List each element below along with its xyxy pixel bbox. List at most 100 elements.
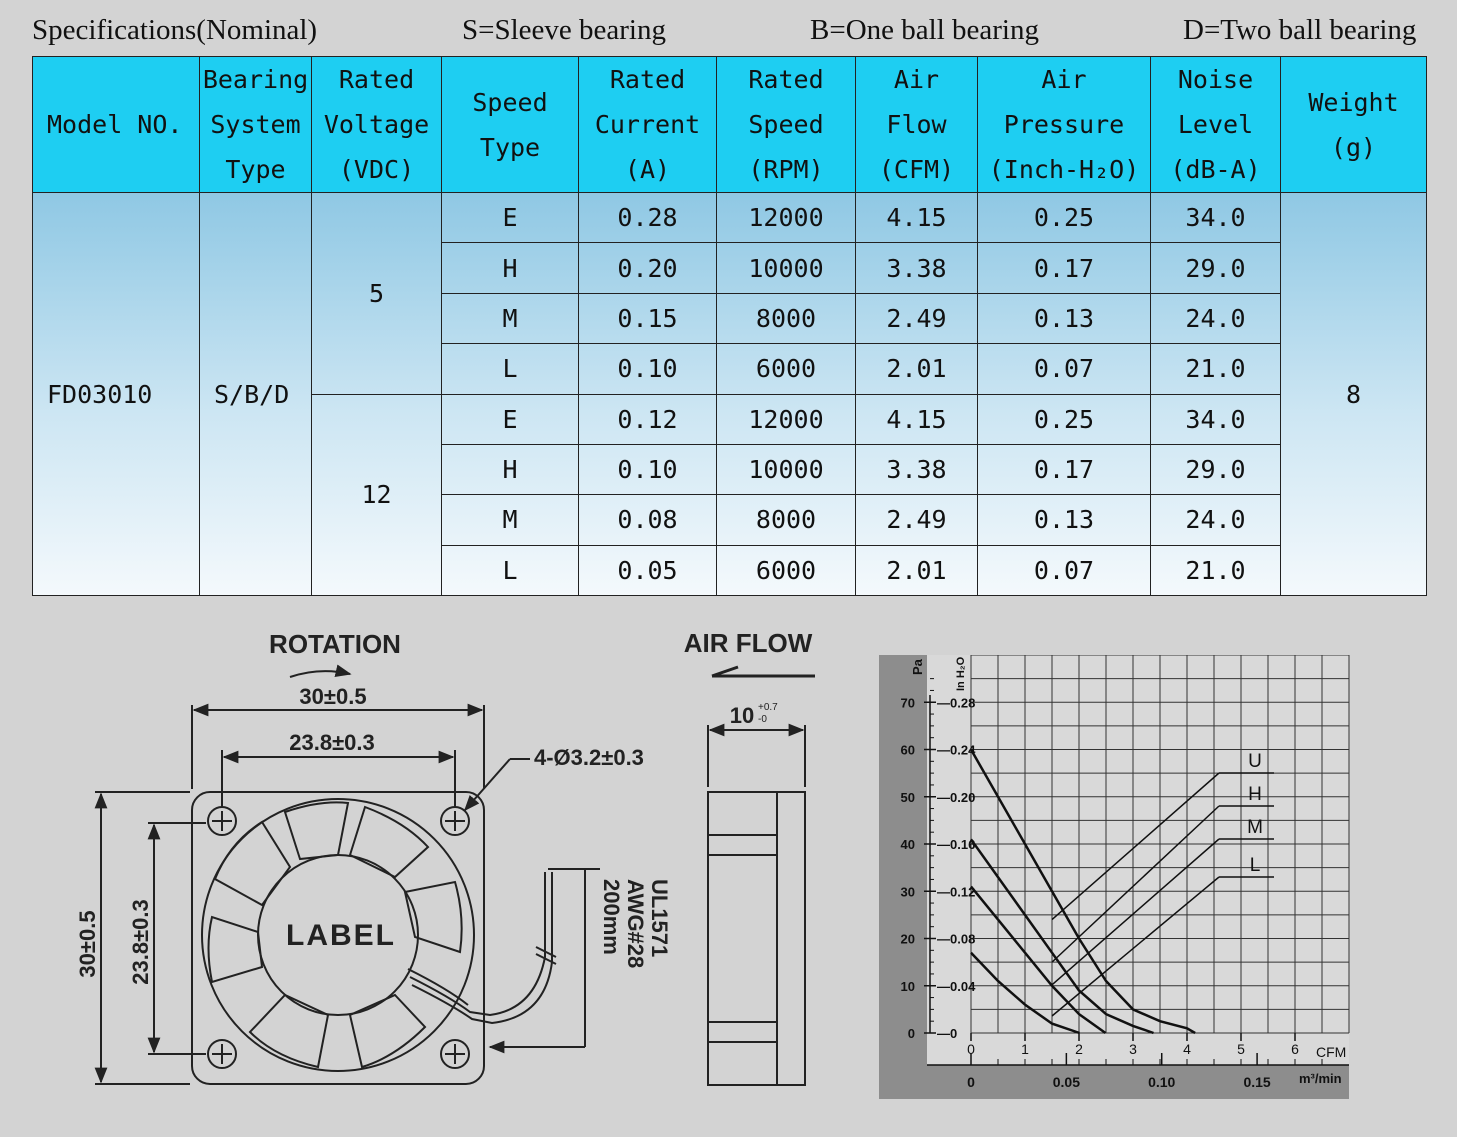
current-cell: 0.20: [578, 242, 717, 294]
col-header-line: Weight: [1308, 87, 1399, 117]
pressure-cell: 0.25: [977, 393, 1151, 445]
sleeve-legend: S=Sleeve bearing: [462, 14, 666, 46]
col-header-line: Air: [893, 65, 940, 94]
pressure-cell: 0.13: [977, 494, 1151, 546]
speed-type-cell: L: [441, 544, 579, 597]
noise-cell: 34.0: [1150, 191, 1281, 244]
depth-tol-upper: +0.7: [758, 702, 778, 713]
col-header-line: Rated: [609, 65, 686, 94]
series-U-line: [969, 748, 1196, 1035]
x2-axis-label: m³/min: [1299, 1071, 1342, 1086]
col-header-line: Model NO.: [47, 110, 183, 139]
current-cell: 0.15: [578, 292, 717, 345]
current-cell: 0.10: [578, 343, 717, 395]
col-header-4: Rated Current (A): [578, 56, 717, 193]
table-row: L 0.10 6000 2.01 0.07 21.0: [33, 343, 1427, 395]
y2-tick-label: —0.16: [937, 837, 975, 852]
col-header-6: Air Flow (CFM): [855, 56, 978, 193]
y2-tick-label: —0: [937, 1026, 957, 1041]
dim-inner-label: 23.8±0.3: [289, 730, 374, 755]
y-tick-label: 60: [901, 743, 915, 758]
col-header-5: Rated Speed (RPM): [716, 56, 856, 193]
speed-type-cell: M: [441, 494, 579, 546]
y-tick-label: 70: [901, 695, 915, 710]
col-header-8: Noise Level (dB-A): [1150, 56, 1281, 193]
noise-cell: 21.0: [1150, 343, 1281, 395]
pressure-cell: 0.07: [977, 544, 1151, 597]
dim-holes-label: 4-Ø3.2±0.3: [534, 745, 644, 770]
x-tick-label: 1: [1021, 1041, 1029, 1057]
airflow-label: AIR FLOW: [684, 628, 813, 658]
y2-tick-label: —0.08: [937, 932, 975, 947]
x-tick-label: 6: [1291, 1041, 1299, 1057]
y2-axis-label: In H₂O: [955, 656, 967, 691]
current-cell: 0.05: [578, 544, 717, 597]
x-axis-label: CFM: [1316, 1044, 1346, 1060]
y2-tick-label: —0.28: [937, 695, 975, 710]
rpm-cell: 10000: [716, 443, 856, 496]
speed-type-cell: L: [441, 343, 579, 395]
airflow-cell: 2.01: [855, 544, 978, 597]
wire-ul-label: UL1571: [647, 879, 672, 957]
col-header-7: Air Pressure (Inch-H₂O): [977, 56, 1151, 193]
rpm-cell: 12000: [716, 393, 856, 445]
legend-leader: [1051, 772, 1220, 921]
y2-tick-label: —0.20: [937, 790, 975, 805]
legend-label-M: M: [1247, 817, 1263, 838]
col-header-line: Flow: [886, 110, 947, 139]
y-tick-label: 10: [901, 979, 915, 994]
x-tick-label: 3: [1129, 1041, 1137, 1057]
rotation-label: ROTATION: [269, 629, 401, 659]
rpm-cell: 8000: [716, 494, 856, 546]
x-tick-label: 5: [1237, 1041, 1245, 1057]
one-ball-legend: B=One ball bearing: [810, 14, 1039, 46]
col-header-line: Speed: [748, 110, 824, 139]
noise-cell: 34.0: [1150, 393, 1281, 445]
table-row: M 0.15 8000 2.49 0.13 24.0: [33, 292, 1427, 345]
dim-outer-v-label: 30±0.5: [75, 910, 100, 977]
col-header-line: (CFM): [878, 155, 955, 184]
col-header-line: (RPM): [748, 155, 824, 184]
legend-leader: [1051, 876, 1220, 1017]
col-header-line: (g): [1330, 132, 1377, 162]
col-header-line: Speed: [472, 87, 548, 117]
y2-tick-label: —0.24: [937, 743, 976, 758]
x2-tick-label: 0.15: [1243, 1074, 1270, 1090]
col-header-line: System: [210, 110, 301, 139]
legend-label-U: U: [1248, 751, 1262, 772]
depth-tol-lower: -0: [758, 714, 767, 725]
y-tick-label: 0: [908, 1026, 915, 1041]
col-header-9: Weight (g): [1280, 56, 1427, 193]
col-header-line: Bearing: [202, 65, 309, 94]
weight-cell: 8: [1280, 192, 1427, 596]
x2-tick-label: 0.10: [1148, 1074, 1175, 1090]
col-header-line: (dB-A): [1170, 155, 1261, 184]
dim-outer-label: 30±0.5: [299, 684, 366, 709]
noise-cell: 24.0: [1150, 494, 1281, 546]
y-tick-label: 50: [901, 790, 915, 805]
table-row: 12 E 0.12 12000 4.15 0.25 34.0: [33, 393, 1427, 596]
y2-tick-label: —0.04: [937, 979, 976, 994]
airflow-cell: 2.49: [855, 292, 978, 345]
speed-type-cell: E: [441, 393, 579, 445]
model-cell: FD03010: [32, 192, 200, 596]
col-header-0: Model NO.: [32, 56, 200, 193]
legend-leader: [1051, 805, 1220, 963]
table-row: H 0.20 10000 3.38 0.17 29.0: [33, 242, 1427, 294]
speed-type-cell: H: [441, 443, 579, 496]
pressure-cell: 0.17: [977, 242, 1151, 294]
legend-label-L: L: [1250, 855, 1261, 876]
rpm-cell: 6000: [716, 544, 856, 597]
airflow-cell: 2.01: [855, 343, 978, 395]
col-header-line: Type: [479, 132, 541, 162]
noise-cell: 29.0: [1150, 242, 1281, 294]
series-M-line: [970, 885, 1107, 1035]
wire-length-label: 200mm: [599, 879, 624, 955]
series-H-line: [969, 838, 1154, 1035]
label-text: LABEL: [286, 919, 396, 952]
speed-type-cell: E: [441, 191, 579, 244]
y-tick-label: 40: [901, 837, 915, 852]
col-header-line: Air: [1041, 65, 1087, 94]
col-header-line: Rated: [338, 65, 415, 94]
legend-label-H: H: [1248, 784, 1262, 805]
